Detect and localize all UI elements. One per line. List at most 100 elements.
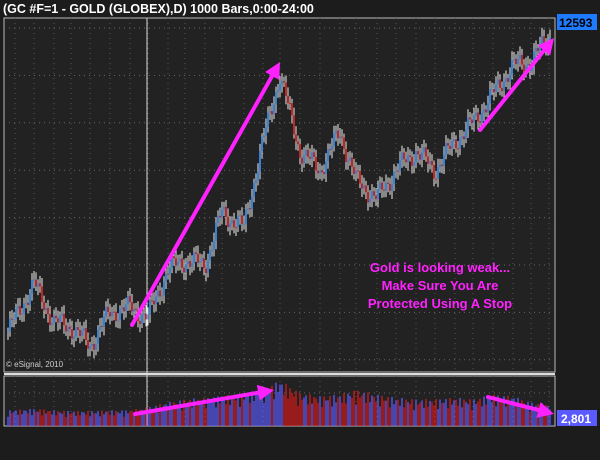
- candle-body: [171, 256, 173, 268]
- uptrend-arrow-1-shaft: [130, 73, 275, 327]
- volume-bar: [257, 393, 259, 426]
- candle-body: [149, 300, 151, 315]
- volume-bar: [525, 405, 527, 426]
- volume-bar: [477, 401, 479, 426]
- annotation-line-3: Protected Using A Stop: [368, 296, 512, 311]
- volume-bar: [131, 410, 133, 426]
- candle-body: [333, 133, 335, 147]
- candle-body: [35, 279, 37, 287]
- volume-bar: [503, 396, 505, 426]
- uptrend-arrow-2-shaft: [478, 48, 546, 132]
- candle-body: [201, 258, 203, 261]
- volume-bar: [355, 404, 357, 426]
- candle-body: [401, 152, 403, 160]
- volume-bar: [509, 403, 511, 426]
- candle-body: [205, 268, 207, 274]
- last-price-label: 12593: [559, 16, 593, 30]
- trend-arrows: [130, 38, 554, 418]
- volume-down-arrow-shaft: [486, 395, 541, 413]
- volume-bar: [125, 410, 127, 426]
- candle-body: [261, 137, 263, 151]
- candle-body: [133, 308, 135, 312]
- candle-body: [457, 148, 459, 150]
- candle-body: [487, 103, 489, 113]
- volume-bar: [475, 404, 477, 426]
- volume-bar: [149, 407, 151, 426]
- volume-bar: [411, 399, 413, 426]
- candle-body: [183, 267, 185, 273]
- volume-bar: [357, 390, 359, 426]
- volume-bar: [197, 400, 199, 426]
- annotation-line-1: Gold is looking weak...: [370, 260, 510, 275]
- volume-bar: [69, 413, 71, 426]
- volume-bar: [233, 398, 235, 426]
- volume-bar: [249, 402, 251, 426]
- candle-body: [277, 90, 279, 92]
- candle-body: [129, 295, 131, 303]
- volume-bar: [35, 411, 37, 426]
- volume-bar: [459, 397, 461, 426]
- volume-bar: [41, 415, 43, 426]
- candle-body: [303, 155, 305, 164]
- candle-body: [55, 315, 57, 319]
- candle-body: [515, 58, 517, 65]
- candle-body: [325, 161, 327, 175]
- candle-body: [513, 58, 515, 60]
- candle-body: [433, 165, 435, 179]
- candle-body: [383, 189, 385, 191]
- volume-bar: [101, 410, 103, 426]
- candle-body: [265, 126, 267, 136]
- candle-body: [415, 151, 417, 163]
- candle-body: [437, 166, 439, 179]
- candle-body: [305, 149, 307, 156]
- candle-body: [59, 315, 61, 323]
- candle-body: [377, 189, 379, 200]
- candle-body: [235, 227, 237, 229]
- volume-bar: [275, 382, 277, 426]
- candle-body: [7, 331, 9, 333]
- candle-body: [47, 307, 49, 315]
- volume-bar: [201, 404, 203, 426]
- volume-bar: [399, 405, 401, 426]
- candle-body: [221, 209, 223, 218]
- candle-body: [505, 78, 507, 82]
- volume-bar: [497, 395, 499, 426]
- volume-bar: [291, 392, 293, 426]
- volume-bar: [207, 398, 209, 426]
- candle-body: [327, 149, 329, 162]
- volume-bar: [137, 413, 139, 426]
- volume-bar: [427, 406, 429, 426]
- candle-body: [279, 84, 281, 91]
- candle-body: [435, 178, 437, 180]
- volume-bar: [351, 397, 353, 426]
- candle-body: [517, 58, 519, 65]
- candle-body: [153, 300, 155, 305]
- volume-bar: [531, 402, 533, 426]
- candle-body: [53, 315, 55, 323]
- candle-body: [389, 183, 391, 191]
- volume-bar: [349, 395, 351, 426]
- candle-body: [469, 117, 471, 120]
- volume-bar: [151, 409, 153, 426]
- candle-body: [293, 115, 295, 135]
- volume-bar: [109, 414, 111, 426]
- volume-bar: [161, 409, 163, 426]
- candle-body: [263, 135, 265, 138]
- volume-bar: [395, 400, 397, 426]
- candle-body: [429, 160, 431, 164]
- volume-bar: [315, 398, 317, 426]
- volume-bar: [135, 409, 137, 426]
- volume-bar: [345, 403, 347, 426]
- candle-body: [181, 258, 183, 268]
- volume-bar: [379, 406, 381, 426]
- volume-bar: [263, 402, 265, 426]
- volume-bar: [115, 410, 117, 426]
- candle-body: [479, 121, 481, 123]
- last-volume-tag: [557, 410, 597, 426]
- volume-bar: [313, 397, 315, 426]
- volume-bar: [39, 409, 41, 426]
- candle-body: [25, 302, 27, 304]
- volume-bar: [25, 410, 27, 426]
